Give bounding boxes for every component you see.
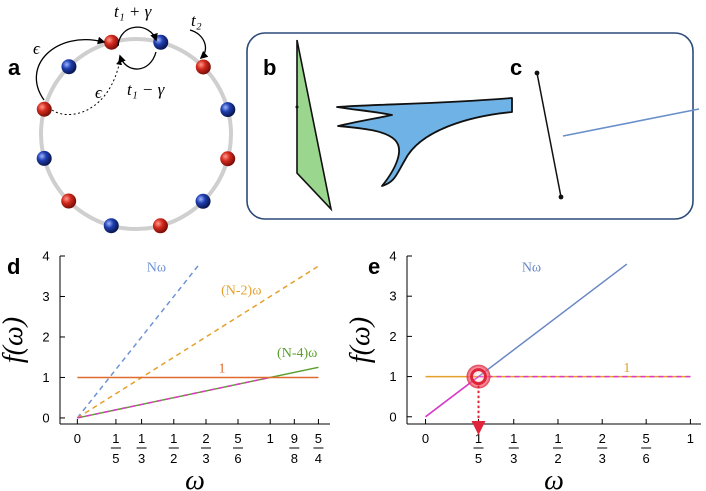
panel-label-a: a: [8, 55, 21, 80]
y-tick-label: 0: [389, 409, 396, 424]
panel-label-b: b: [263, 55, 276, 80]
series-line: [77, 376, 271, 419]
x-tick-numerator: 1: [112, 431, 119, 446]
hop-backward-arrow: [118, 51, 157, 70]
red-site: [220, 151, 236, 167]
coupling-arrow: [35, 36, 106, 101]
y-tick-label: 3: [389, 289, 396, 304]
x-tick-denominator: 5: [112, 451, 119, 466]
blue-site: [103, 218, 119, 234]
coupling-dotted-label: ϵ: [95, 83, 103, 102]
x-tick-denominator: 3: [599, 451, 606, 466]
coupling-top-label: ϵ: [33, 39, 41, 58]
x-tick-numerator: 5: [234, 431, 241, 446]
y-tick-label: 0: [42, 410, 49, 425]
x-tick-denominator: 3: [138, 451, 145, 466]
x-tick-denominator: 4: [315, 451, 322, 466]
x-tick-denominator: 3: [202, 451, 209, 466]
y-tick-label: 1: [389, 369, 396, 384]
x-tick-denominator: 5: [475, 451, 482, 466]
series-label: (N-2)ω: [221, 283, 261, 298]
series-line: [76, 263, 201, 419]
y-tick-label: 4: [42, 249, 49, 264]
x-tick-denominator: 3: [510, 451, 517, 466]
chart-d: 0 1 2 3 4 0 1 5 1 3 1 2 2 3 5 6 1 9 8 5 4 Nω (N-2)ω (N-4)ω 1 ω f(ω…: [0, 249, 330, 491]
hop-forward-arrow: [117, 26, 158, 47]
x-tick-denominator: 2: [170, 451, 177, 466]
series-line: [77, 366, 319, 419]
x-tick-label: 0: [422, 431, 429, 446]
x-tick-numerator: 2: [599, 431, 606, 446]
blue-segment: [562, 108, 700, 137]
panel-label-e: e: [368, 254, 380, 279]
red-site: [195, 59, 211, 75]
green-triangle: [296, 39, 333, 212]
x-tick-numerator: 1: [554, 431, 561, 446]
x-tick-denominator: 2: [554, 451, 561, 466]
x-tick-label: 0: [74, 431, 81, 446]
x-tick-denominator: 8: [291, 451, 298, 466]
y-axis-title: f(ω): [0, 317, 29, 363]
blue-site: [61, 59, 77, 75]
red-site: [61, 193, 77, 209]
series-label: 1: [219, 362, 226, 377]
chart-e: 0 1 2 3 4 0 1 5 1 3 1 2 2 3 5 6 1 Nω 1 ω f(ω): [345, 249, 701, 491]
blue-site: [153, 34, 169, 50]
series-label: 1: [623, 361, 630, 376]
blue-swallowtail-surface: [336, 97, 513, 187]
x-tick-numerator: 1: [138, 431, 145, 446]
x-tick-numerator: 5: [643, 431, 650, 446]
x-tick-numerator: 5: [315, 431, 322, 446]
segment-end-bottom: [558, 194, 564, 200]
red-site: [104, 34, 120, 50]
hop-backward-label: t₁ − γ: [127, 80, 166, 99]
series-line: [76, 265, 319, 419]
x-tick-numerator: 2: [202, 431, 209, 446]
x-tick-label: 1: [267, 431, 274, 446]
series-label: Nω: [522, 260, 541, 275]
hop-second-arrow: [189, 29, 209, 60]
x-tick-label: 1: [687, 431, 694, 446]
y-axis-title: f(ω): [345, 317, 376, 363]
panel-label-d: d: [7, 254, 20, 279]
x-tick-denominator: 6: [234, 451, 241, 466]
x-tick-numerator: 1: [510, 431, 517, 446]
black-segment: [536, 72, 562, 198]
x-tick-numerator: 9: [291, 431, 298, 446]
series-label: Nω: [147, 260, 166, 275]
x-axis-title: ω: [544, 465, 564, 491]
blue-site: [195, 193, 211, 209]
y-tick-label: 1: [42, 370, 49, 385]
series-label: (N-4)ω: [277, 346, 317, 361]
y-tick-label: 2: [389, 329, 396, 344]
red-site: [152, 218, 168, 234]
y-tick-label: 2: [42, 329, 49, 344]
segment-end-top: [534, 70, 540, 76]
hop-second-label: t₂: [191, 11, 202, 30]
x-axis-title: ω: [185, 465, 205, 491]
red-site: [36, 101, 52, 117]
y-tick-label: 4: [389, 249, 396, 264]
y-tick-label: 3: [42, 289, 49, 304]
highlight-ring: [470, 368, 488, 386]
bc-frame: [246, 32, 694, 220]
panel-label-c: c: [510, 55, 522, 80]
x-tick-numerator: 1: [170, 431, 177, 446]
blue-site: [220, 102, 236, 118]
ring-lattice: [36, 34, 236, 234]
blue-site: [36, 150, 52, 166]
triangle-vertex-dot: [295, 105, 299, 109]
x-tick-denominator: 6: [643, 451, 650, 466]
ring-track: [39, 37, 233, 231]
hop-forward-label: t₁ + γ: [114, 2, 153, 21]
x-tick-numerator: 1: [475, 431, 482, 446]
